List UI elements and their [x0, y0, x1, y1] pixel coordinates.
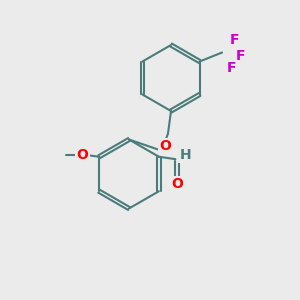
Text: O: O: [160, 139, 172, 153]
Text: O: O: [171, 177, 183, 191]
Text: F: F: [226, 61, 236, 74]
Text: F: F: [230, 33, 239, 47]
Text: O: O: [77, 148, 88, 162]
Text: H: H: [179, 148, 191, 162]
Text: F: F: [236, 49, 245, 62]
